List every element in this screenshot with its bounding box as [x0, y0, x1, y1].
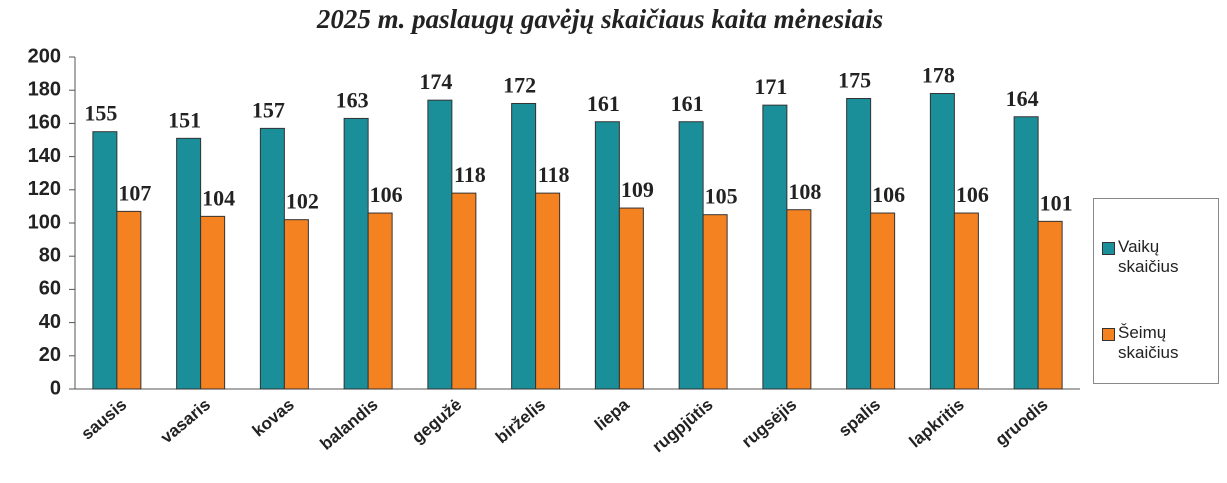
x-tick-label: rugsėjis [738, 395, 800, 451]
data-label: 105 [705, 184, 738, 209]
y-tick-label: 160 [28, 112, 61, 134]
y-tick-label: 200 [28, 45, 61, 67]
bar [511, 102, 537, 390]
bar [176, 137, 202, 390]
bar [762, 104, 788, 390]
x-tick-label: kovas [249, 395, 298, 441]
bar [702, 214, 728, 390]
bar [870, 212, 896, 390]
y-tick-label: 140 [28, 145, 61, 167]
x-tick-label: liepa [591, 395, 633, 435]
data-label: 178 [922, 63, 955, 88]
y-tick-label: 20 [39, 344, 61, 366]
data-label: 107 [118, 180, 151, 205]
data-label: 171 [754, 74, 787, 99]
y-tick-label: 100 [28, 211, 61, 233]
bar [1037, 220, 1063, 390]
legend-label: Vaikų skaičius [1118, 237, 1179, 276]
x-tick-label: gegužė [408, 395, 465, 447]
bar [846, 98, 872, 390]
bar [367, 212, 393, 390]
y-tick-label: 0 [50, 377, 61, 399]
bar [116, 210, 142, 390]
bar [929, 93, 955, 390]
bar [343, 117, 369, 390]
data-label: 155 [84, 101, 117, 126]
legend-swatch [1102, 328, 1115, 341]
legend-item: Šeimų skaičius [1102, 323, 1212, 363]
bar [535, 192, 561, 390]
data-label: 118 [454, 162, 486, 187]
legend-swatch [1102, 242, 1115, 255]
bar [451, 192, 477, 390]
legend: Vaikų skaičius Šeimų skaičius [1093, 198, 1219, 384]
chart-title: 2025 m. paslaugų gavėjų skaičiaus kaita … [316, 4, 883, 34]
data-label: 161 [671, 91, 704, 116]
y-tick-label: 120 [28, 178, 61, 200]
data-label: 106 [872, 182, 905, 207]
data-label: 106 [956, 182, 989, 207]
data-label: 151 [168, 107, 201, 132]
data-label: 157 [252, 97, 285, 122]
x-tick-label: spalis [835, 395, 884, 441]
x-tick-label: rugpjūtis [649, 395, 717, 456]
data-label: 164 [1006, 86, 1039, 111]
bar [786, 209, 812, 390]
data-label: 102 [286, 189, 319, 214]
data-label: 161 [587, 91, 620, 116]
y-tick-label: 180 [28, 78, 61, 100]
bar [953, 212, 979, 390]
data-label: 106 [370, 182, 403, 207]
y-tick-label: 80 [39, 244, 61, 266]
x-tick-label: birželis [492, 395, 549, 447]
bar [259, 127, 285, 390]
bar [618, 207, 644, 390]
y-tick-label: 60 [39, 278, 61, 300]
legend-label: Šeimų skaičius [1118, 323, 1179, 362]
data-label: 118 [538, 162, 570, 187]
x-tick-label: gruodis [992, 395, 1052, 450]
data-label: 101 [1040, 190, 1073, 215]
bar [92, 131, 118, 390]
data-label: 172 [503, 73, 536, 98]
legend-item: Vaikų skaičius [1102, 237, 1212, 277]
data-label: 163 [336, 87, 369, 112]
bar [678, 121, 704, 390]
data-label: 108 [788, 179, 821, 204]
data-label: 175 [838, 68, 871, 93]
bar [1013, 116, 1039, 390]
bar [200, 215, 226, 390]
y-tick-label: 40 [39, 311, 61, 333]
data-label: 109 [621, 177, 654, 202]
x-tick-label: balandis [317, 395, 382, 454]
data-label: 174 [419, 69, 452, 94]
x-tick-label: sausis [78, 395, 131, 444]
x-tick-label: vasaris [157, 395, 214, 447]
bar [594, 121, 620, 390]
bar [283, 219, 309, 390]
data-label: 104 [202, 185, 235, 210]
x-tick-label: lapkritis [906, 395, 968, 451]
bar [427, 99, 453, 390]
